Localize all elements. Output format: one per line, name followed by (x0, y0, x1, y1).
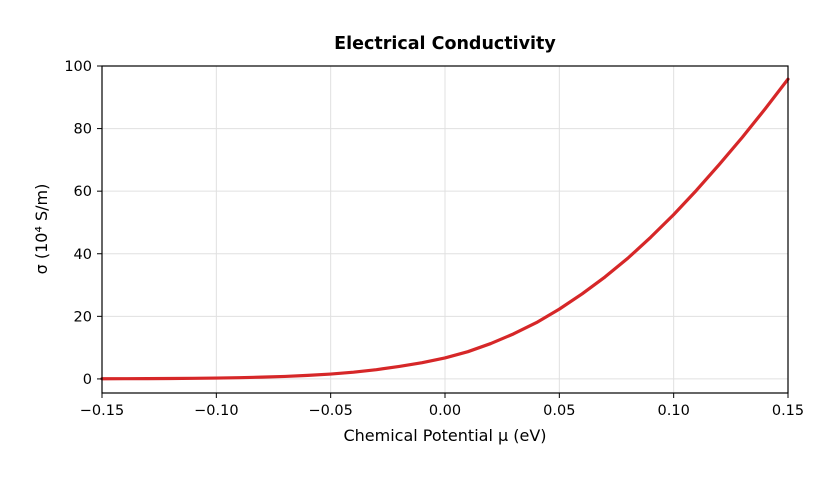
y-tick-label: 0 (83, 372, 92, 388)
y-tick-label: 40 (74, 247, 92, 263)
x-axis-label: Chemical Potential μ (eV) (343, 426, 546, 445)
x-tick-label: −0.10 (194, 403, 238, 419)
y-tick-label: 100 (64, 59, 92, 75)
x-tick-label: 0.15 (772, 403, 804, 419)
y-tick-label: 60 (74, 184, 92, 200)
y-tick-label: 20 (74, 309, 92, 325)
x-tick-label: 0.00 (429, 403, 461, 419)
series-layer (100, 77, 790, 381)
x-tick-label: 0.10 (658, 403, 690, 419)
x-tick-label: −0.15 (80, 403, 124, 419)
y-axis-label: σ (10⁴ S/m) (32, 184, 51, 275)
grid-layer (101, 65, 789, 393)
conductivity-series-line (100, 77, 790, 381)
x-tick-label: −0.05 (308, 403, 352, 419)
y-tick-label: 80 (74, 122, 92, 138)
ticks-layer: −0.15 −0.10 −0.05 0.00 0.05 0.10 0.15 0 20 40 60 80… (64, 59, 804, 419)
x-tick-label: 0.05 (543, 403, 575, 419)
chart-title: Electrical Conductivity (334, 34, 556, 54)
